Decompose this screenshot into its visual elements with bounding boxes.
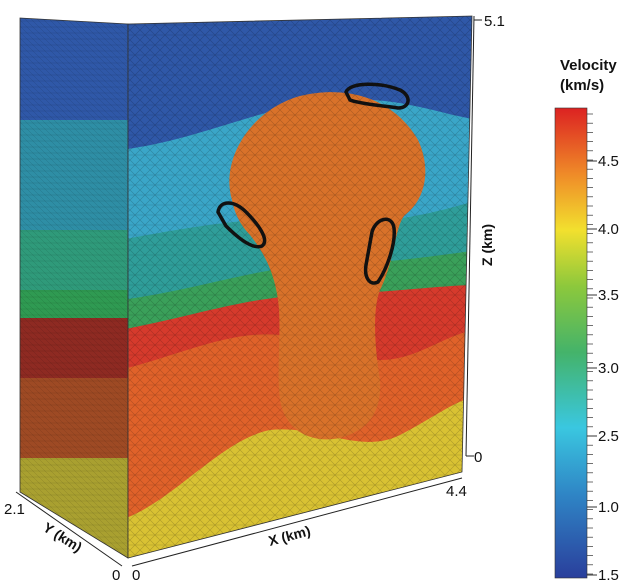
inclusion-contour-right	[363, 217, 396, 285]
colorbar-tick-label: 4.5	[598, 153, 619, 170]
x-axis-max-tick: 4.4	[446, 483, 467, 500]
x-axis-label: X (km)	[267, 522, 312, 549]
side-face	[20, 18, 128, 558]
colorbar-minor-ticks	[587, 113, 593, 575]
z-axis-max-tick: 5.1	[484, 13, 505, 30]
colorbar-title-line1: Velocity	[560, 57, 617, 74]
colorbar-title-line2: (km/s)	[560, 77, 604, 94]
colorbar-tick-label: 1.5	[598, 567, 619, 582]
y-axis-max-tick: 2.1	[4, 501, 25, 518]
colorbar-tick-label: 3.5	[598, 287, 619, 304]
inclusion-contour-left	[216, 201, 267, 249]
front-face-outline	[127, 15, 473, 559]
colorbar-tick-label: 1.0	[598, 499, 619, 516]
colorbar-tick-label: 4.0	[598, 221, 619, 238]
colorbar-gradient	[554, 107, 588, 579]
colorbar-tick-label: 3.0	[598, 360, 619, 377]
inclusion-contour-top	[344, 82, 410, 110]
colorbar-tick-labels: 4.5 4.0 3.5 3.0 2.5 1.0 1.5	[587, 153, 619, 582]
colorbar-tick-label: 2.5	[598, 428, 619, 445]
colorbar: Velocity (km/s) 4.5 4.0 3.5 3.0 2.5 1.0 1.5	[554, 57, 619, 582]
front-face	[128, 16, 472, 558]
z-axis-label: Z (km)	[479, 224, 495, 266]
x-axis-min-tick: 0	[132, 567, 140, 582]
z-axis: 5.1 0 Z (km)	[465, 13, 505, 466]
z-axis-min-tick: 0	[474, 449, 482, 466]
y-axis-min-tick: 0	[112, 567, 120, 582]
